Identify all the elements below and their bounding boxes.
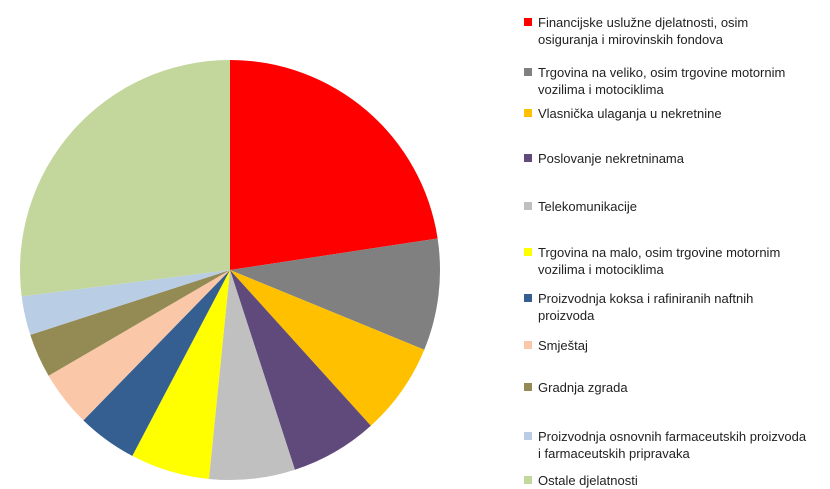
legend-label: Financijske uslužne djelatnosti, osim os…: [538, 15, 749, 47]
pie-slice: [30, 270, 230, 376]
pie-slice: [208, 270, 295, 480]
pie-slice: [83, 270, 231, 456]
legend-label: Telekomunikacije: [538, 199, 637, 214]
legend-swatch: [524, 202, 532, 210]
legend-label: Gradnja zgrada: [538, 380, 628, 395]
legend-label: Trgovina na malo, osim trgovine motornim…: [538, 245, 781, 277]
pie-slice: [21, 270, 230, 335]
legend-label: Smještaj: [538, 338, 588, 353]
pie-slice: [230, 270, 425, 426]
legend-label: Trgovina na veliko, osim trgovine motorn…: [538, 65, 786, 97]
legend-swatch: [524, 18, 532, 26]
legend-swatch: [524, 341, 532, 349]
legend-swatch: [524, 154, 532, 162]
chart: [19, 60, 440, 480]
pie-slice: [132, 270, 230, 479]
legend-label: Proizvodnja osnovnih farmaceutskih proiz…: [538, 429, 807, 461]
legend-swatch: [524, 68, 532, 76]
legend-label: Ostale djelatnosti: [538, 473, 638, 488]
legend-swatch: [524, 476, 532, 484]
legend-swatch: [524, 109, 532, 117]
pie-slice: [48, 270, 231, 421]
pie-slice: [230, 238, 440, 350]
legend-swatch: [524, 248, 532, 256]
pie-slice: [230, 60, 438, 270]
pie-slice: [19, 60, 230, 297]
legend-swatch: [524, 432, 532, 440]
legend-label: Poslovanje nekretninama: [538, 151, 684, 166]
legend-label: Proizvodnja koksa i rafiniranih naftnih …: [538, 291, 754, 323]
legend-swatch: [524, 383, 532, 391]
legend-swatch: [524, 294, 532, 302]
legend-label: Vlasnička ulaganja u nekretnine: [538, 106, 722, 121]
pie-slice: [230, 270, 371, 470]
